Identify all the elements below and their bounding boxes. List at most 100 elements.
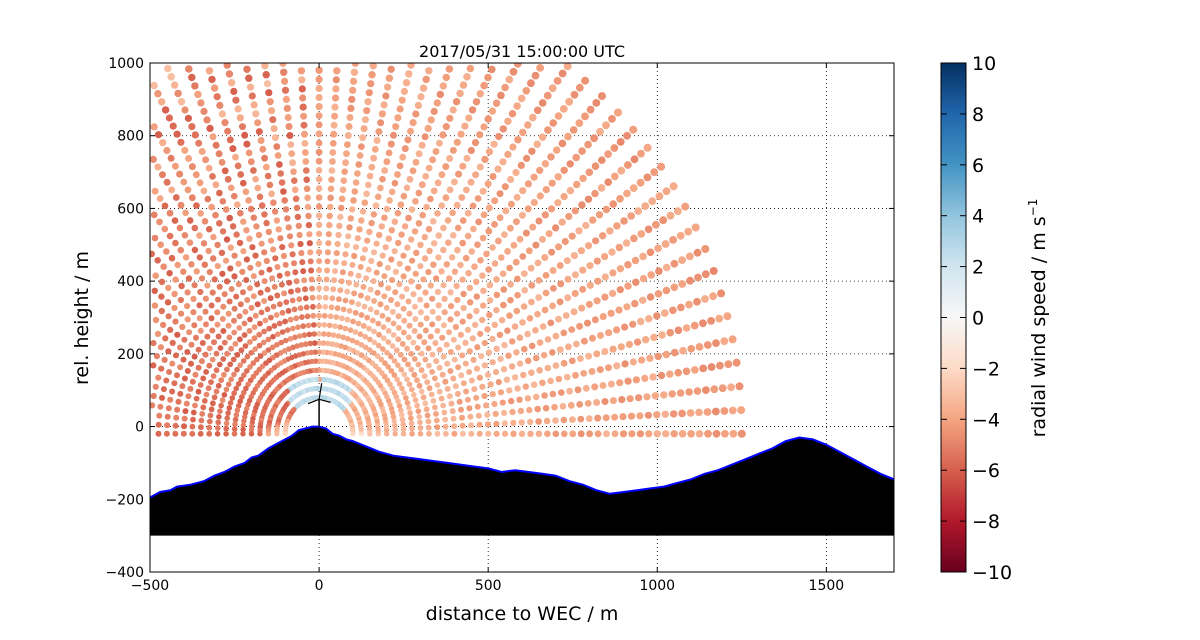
scan-point (516, 235, 524, 243)
scan-point (570, 90, 579, 99)
scan-point (459, 318, 466, 325)
scan-point (182, 209, 189, 217)
scan-point (237, 362, 243, 369)
scan-point (328, 176, 335, 183)
scan-point (253, 223, 260, 230)
scan-point (459, 81, 468, 89)
scan-point (309, 285, 315, 292)
scan-point (544, 126, 552, 134)
scan-point (285, 123, 293, 130)
scan-point (454, 296, 461, 304)
scan-point (262, 317, 269, 324)
scan-point (468, 422, 475, 429)
x-tick-label: 0 (315, 578, 324, 594)
scan-point (375, 320, 382, 327)
scan-point (381, 293, 388, 300)
scan-point (189, 430, 196, 437)
scan-point (291, 260, 297, 267)
scan-point (654, 244, 662, 252)
scan-point (151, 187, 159, 195)
scan-point (594, 414, 602, 422)
scan-point (445, 239, 452, 246)
y-tick-label: 600 (117, 201, 144, 217)
scan-point (299, 103, 307, 111)
scan-point (623, 303, 631, 311)
scan-point (416, 414, 423, 420)
scan-point (337, 324, 344, 331)
scan-point (591, 316, 599, 324)
scan-point (274, 342, 280, 348)
scan-point (424, 412, 431, 419)
scan-point (658, 331, 666, 339)
scan-point (247, 316, 253, 323)
scan-point (425, 418, 432, 425)
scan-point (435, 315, 442, 322)
scan-point (444, 360, 451, 367)
scan-point (165, 405, 172, 412)
scan-point (247, 158, 255, 166)
scan-point (461, 122, 469, 130)
scan-point (616, 379, 624, 387)
scan-point (479, 316, 486, 324)
scan-point (358, 217, 365, 224)
scan-point (466, 405, 473, 412)
scan-point (329, 341, 336, 347)
scan-point (435, 254, 442, 261)
scan-point (678, 256, 686, 264)
scan-point (373, 269, 380, 276)
scan-point (245, 401, 251, 408)
scan-point (500, 301, 507, 309)
scan-point (223, 386, 230, 393)
scan-point (570, 308, 578, 316)
scan-point (177, 138, 185, 146)
scan-point (415, 283, 422, 290)
scan-point (504, 117, 512, 126)
scan-point (467, 413, 474, 420)
scan-point (311, 322, 317, 328)
scan-point (326, 322, 333, 329)
scan-point (464, 326, 472, 333)
scan-point (556, 262, 564, 269)
scan-point (311, 340, 318, 346)
scan-point (394, 209, 402, 217)
scan-point (493, 420, 500, 427)
scan-point (186, 239, 194, 246)
scan-point (406, 381, 413, 388)
scan-point (396, 162, 404, 170)
scan-point (237, 398, 243, 405)
scan-point (316, 285, 323, 292)
scan-point (287, 316, 294, 323)
scan-point (443, 261, 450, 268)
scan-point (409, 386, 415, 393)
scan-point (636, 412, 644, 420)
scan-point (193, 202, 200, 209)
scan-point (486, 311, 493, 319)
scan-point (403, 286, 410, 292)
scan-point (483, 250, 490, 258)
scan-point (507, 175, 515, 184)
scan-point (339, 186, 347, 194)
scan-point (256, 342, 263, 349)
scan-point (460, 304, 467, 312)
scan-point (491, 260, 499, 267)
scan-point (524, 330, 531, 338)
scan-point (290, 344, 296, 351)
scan-point (371, 350, 377, 356)
scan-point (234, 105, 242, 113)
scan-point (669, 182, 678, 191)
scan-point (411, 328, 418, 334)
scan-point (177, 201, 185, 209)
scan-point (219, 270, 226, 277)
scan-point (467, 299, 474, 306)
scan-point (429, 295, 436, 302)
scan-point (254, 356, 260, 363)
scan-point (328, 304, 335, 311)
scan-point (182, 254, 190, 261)
scan-point (474, 403, 481, 410)
scan-point (312, 349, 318, 355)
scan-point (417, 425, 424, 431)
scan-point (508, 110, 517, 118)
scan-point (354, 339, 360, 346)
scan-point (485, 430, 492, 437)
